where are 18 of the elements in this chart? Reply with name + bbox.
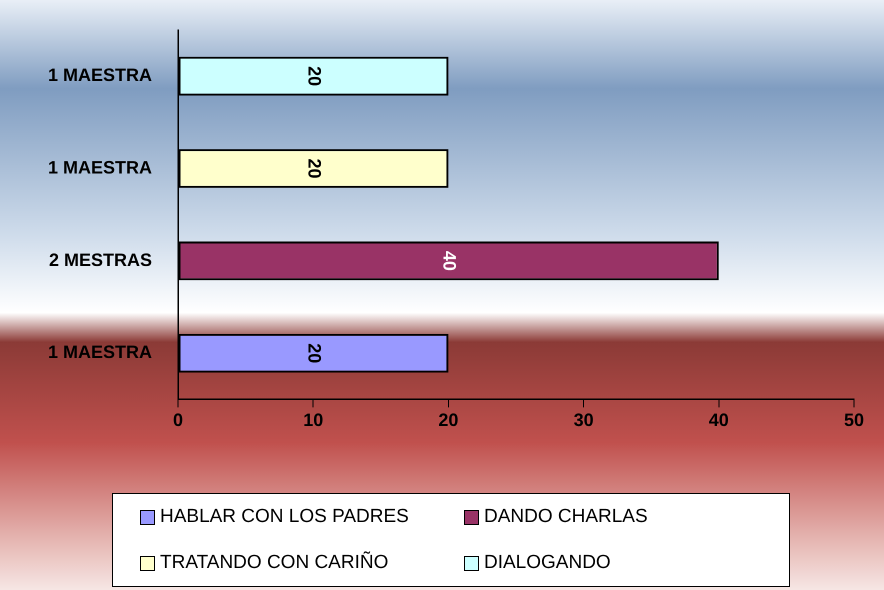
data-label: 40 xyxy=(440,250,460,271)
x-tick-label: 30 xyxy=(574,410,594,430)
x-tick-label: 10 xyxy=(303,410,324,430)
y-tick-label: 1 MAESTRA xyxy=(48,65,152,86)
data-label: 20 xyxy=(304,343,324,364)
legend-label: DANDO CHARLAS xyxy=(484,506,648,528)
data-label: 20 xyxy=(304,66,324,86)
legend-label: HABLAR CON LOS PADRES xyxy=(160,506,409,528)
y-tick-label: 1 MAESTRA xyxy=(48,342,152,362)
x-tick-label: 0 xyxy=(173,410,184,430)
y-tick-label: 1 MAESTRA xyxy=(48,157,152,178)
x-tick-label: 20 xyxy=(438,410,458,430)
y-tick-label: 2 MESTRAS xyxy=(48,250,152,270)
legend-label: DIALOGANDO xyxy=(484,552,611,574)
x-tick-label: 40 xyxy=(708,410,729,430)
legend-label: TRATANDO CON CARIÑO xyxy=(160,552,388,574)
data-label: 20 xyxy=(304,158,324,179)
x-tick-label: 50 xyxy=(844,410,864,430)
